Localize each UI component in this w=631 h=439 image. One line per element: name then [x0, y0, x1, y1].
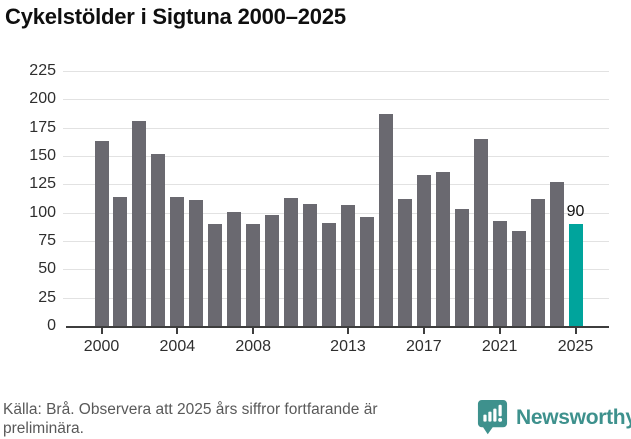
- bar-2009: [265, 214, 280, 326]
- x-tick-label: 2000: [83, 338, 120, 355]
- bar-2003: [151, 153, 166, 326]
- y-tick-label: 200: [29, 90, 56, 108]
- y-tick-label: 50: [38, 260, 56, 278]
- x-tick: [100, 328, 103, 334]
- gridline: [63, 99, 609, 101]
- gridline: [63, 156, 609, 157]
- x-tick-label: 2017: [406, 338, 442, 355]
- bar-2005: [189, 200, 204, 326]
- bar-2019: [454, 209, 469, 326]
- x-tick: [574, 328, 577, 334]
- y-tick-label: 100: [29, 203, 56, 221]
- bar-2018: [435, 171, 450, 326]
- bar-2025: [568, 224, 583, 326]
- gridline: [63, 184, 609, 186]
- x-tick: [346, 328, 349, 334]
- bar-2021: [492, 220, 507, 326]
- bar-2022: [511, 230, 526, 326]
- newsworthy-wordmark: Newsworthy: [516, 405, 631, 429]
- bar-2012: [322, 222, 337, 326]
- bar-2008: [246, 224, 261, 326]
- y-tick-label: 75: [38, 232, 56, 249]
- bar-2015: [378, 114, 393, 326]
- bar-2020: [473, 139, 488, 326]
- bar-2007: [227, 211, 242, 326]
- bar-2016: [397, 199, 412, 326]
- source-note: Källa: Brå. Observera att 2025 års siffr…: [3, 401, 378, 437]
- highlight-value-label: 90: [566, 203, 585, 220]
- x-tick: [498, 328, 501, 334]
- x-tick-label: 2021: [481, 338, 518, 355]
- bar-2014: [359, 217, 374, 326]
- x-tick-label: 2004: [159, 338, 196, 355]
- bar-2000: [94, 141, 109, 326]
- bar-2011: [303, 203, 318, 326]
- bar-2004: [170, 196, 185, 326]
- x-tick-label: 2008: [235, 338, 271, 355]
- x-tick: [252, 328, 255, 334]
- plot-area: 0 25 50 75 100 125 150 175 200 225 90 2000 2004 2008 2…: [29, 62, 609, 355]
- y-tick-label: 25: [38, 288, 56, 306]
- y-tick-label: 175: [29, 118, 56, 136]
- gridline: [63, 212, 609, 214]
- bar-2010: [284, 197, 299, 326]
- bar-2023: [530, 199, 545, 326]
- y-tick-label: 225: [29, 62, 56, 79]
- newsworthy-brand: Newsworthy: [476, 398, 631, 437]
- newsworthy-logo-icon: [476, 398, 509, 437]
- bar-2013: [340, 204, 355, 326]
- gridline: [63, 127, 609, 129]
- x-tick: [176, 328, 179, 334]
- bar-2002: [132, 120, 147, 326]
- bar-2017: [416, 175, 431, 326]
- y-tick-label: 125: [29, 175, 56, 193]
- gridline: [63, 71, 609, 72]
- bar-2001: [113, 196, 128, 326]
- bar-2024: [549, 182, 564, 326]
- y-tick-label: 0: [47, 317, 56, 334]
- y-tick-label: 150: [29, 147, 56, 164]
- x-axis-line: [66, 326, 609, 328]
- x-tick-label: 2013: [330, 338, 366, 355]
- x-tick-label: 2025: [557, 338, 594, 355]
- bar-2006: [208, 224, 223, 326]
- x-tick: [422, 328, 425, 334]
- chart-title: Cykelstölder i Sigtuna 2000–2025: [5, 4, 346, 29]
